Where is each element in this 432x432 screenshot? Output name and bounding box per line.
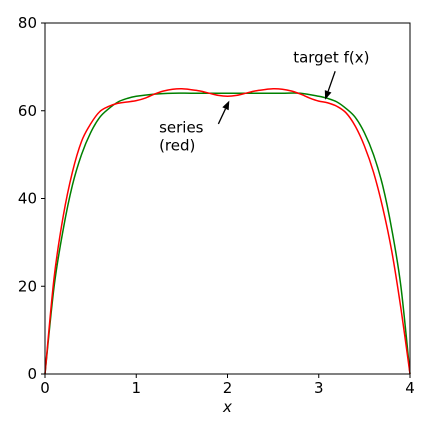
annotation: target f(x) (293, 48, 369, 100)
x-tick-label: 4 (405, 379, 415, 397)
x-axis-label: x (222, 398, 232, 416)
annotation-arrow-shaft (327, 71, 336, 92)
y-tick-label: 80 (18, 14, 37, 32)
annotation-text: series (red) (159, 119, 204, 155)
series-layer (44, 88, 411, 375)
annotation-line: target f(x) (293, 48, 369, 66)
annotation-line: (red) (159, 137, 195, 155)
annotation-text: target f(x) (293, 48, 369, 66)
plot-frame (44, 22, 411, 375)
x-tick-label: 1 (131, 379, 141, 397)
y-tick-label: 20 (18, 277, 37, 295)
y-tick-label: 0 (27, 365, 37, 383)
annotation-line: series (159, 119, 204, 137)
series-line-series (44, 88, 411, 375)
annotation: series (red) (159, 100, 230, 155)
annotation-arrow-head (324, 90, 332, 100)
y-tick-label: 60 (18, 102, 37, 120)
annotation-arrow-head (222, 100, 230, 111)
annotation-layer: target f(x) series (red) (159, 48, 369, 154)
x-tick-label: 2 (223, 379, 233, 397)
annotation-arrow-shaft (217, 108, 227, 125)
x-tick-label: 0 (40, 379, 50, 397)
y-tick-label: 40 (18, 190, 37, 208)
x-tick-label: 3 (314, 379, 324, 397)
series-line-target (44, 92, 411, 375)
